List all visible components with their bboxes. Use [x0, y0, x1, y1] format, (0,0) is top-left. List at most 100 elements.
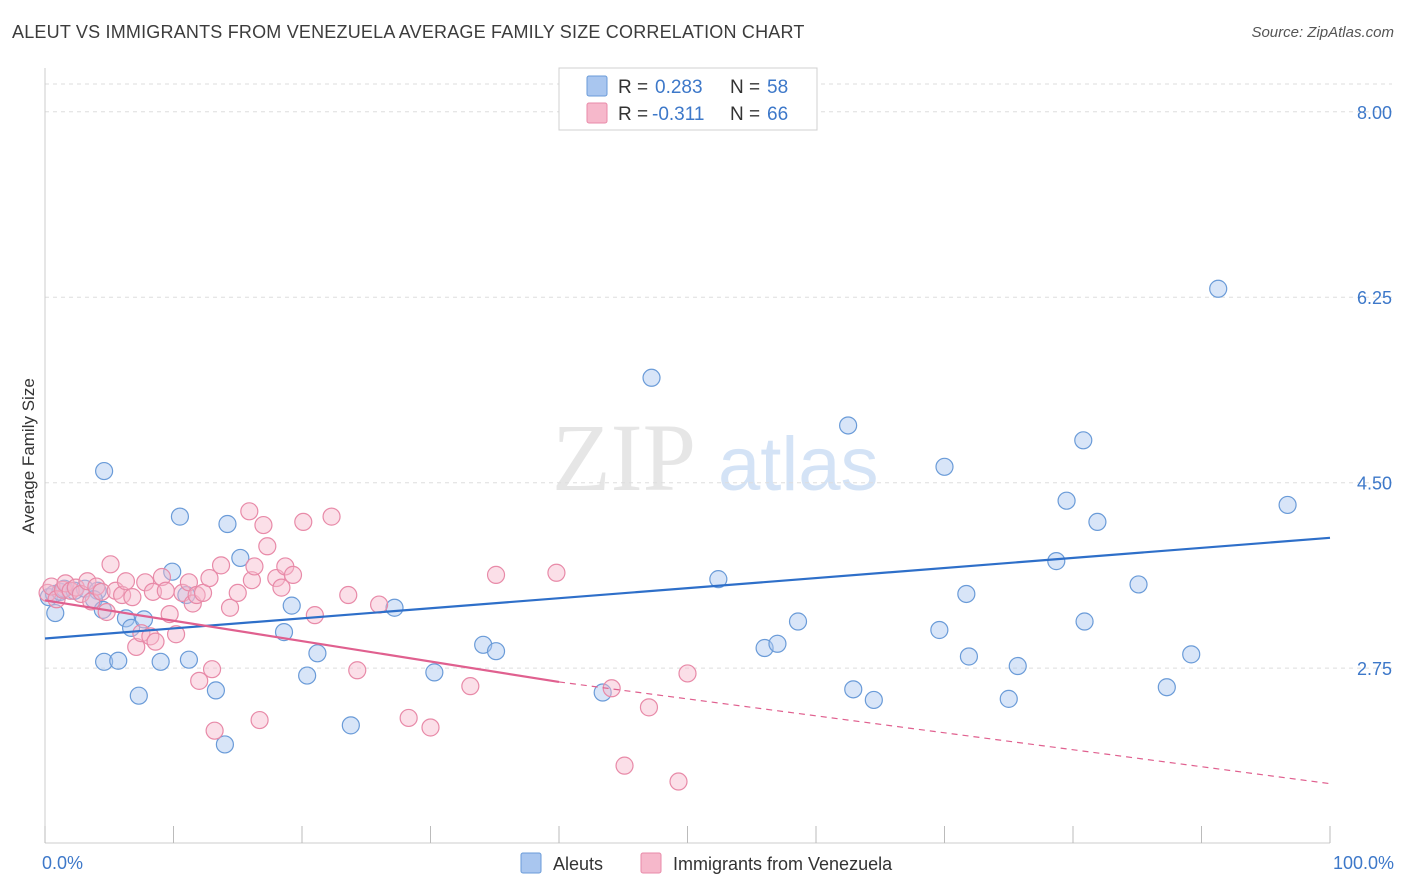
venezuela-point [283, 565, 303, 584]
venezuela-point [166, 625, 186, 644]
legend-r-value: 0.283 [655, 77, 703, 98]
x-tick-label-min: 0.0% [42, 853, 83, 873]
venezuela-point [156, 581, 175, 600]
venezuela-point [220, 598, 240, 617]
aleut-point [129, 686, 148, 705]
data-points [38, 279, 1297, 791]
aleut-point [1075, 612, 1094, 631]
aleut-point [179, 650, 199, 669]
aleut-point [1074, 431, 1093, 450]
aleut-point [1057, 491, 1076, 510]
venezuela-point [669, 772, 688, 791]
aleut-trend-line [44, 536, 1331, 640]
y-tick-label: 8.00 [1357, 103, 1392, 123]
aleut-point [839, 416, 858, 435]
venezuela-point [87, 577, 106, 596]
aleut-point [709, 570, 728, 589]
legend-n-value: 66 [767, 104, 788, 125]
venezuela-point [202, 660, 222, 679]
legend-label-aleuts: Aleuts [553, 854, 603, 874]
aleut-point [1008, 656, 1027, 676]
aleut-point [206, 681, 226, 700]
venezuela-point [240, 502, 259, 521]
venezuela-point [486, 565, 506, 584]
legend-swatch-venezuela [640, 852, 662, 874]
legend-swatch-aleuts [586, 75, 608, 97]
venezuela-trend-line [44, 599, 560, 684]
aleut-point [170, 507, 190, 526]
aleut-point [957, 584, 976, 604]
aleut-point [274, 623, 294, 642]
trend-lines [44, 536, 1331, 785]
venezuela-point [245, 557, 264, 576]
aleut-point [1129, 575, 1148, 594]
aleut-point [109, 651, 128, 670]
aleut-point [1157, 678, 1176, 697]
venezuela-point [143, 582, 163, 601]
aleut-point [298, 666, 317, 685]
aleut-point [864, 690, 883, 710]
venezuela-point [615, 756, 634, 775]
venezuela-point [141, 627, 160, 646]
series-legend: Aleuts Immigrants from Venezuela [520, 852, 893, 874]
aleut-point [95, 652, 114, 671]
aleut-point [46, 603, 65, 623]
legend-swatch-venezuela [586, 102, 608, 124]
legend-n-value: 58 [767, 77, 788, 98]
aleut-point [935, 457, 954, 476]
venezuela-point [678, 664, 697, 683]
aleut-point [151, 652, 170, 671]
venezuela-point [200, 568, 219, 588]
aleut-point [1278, 495, 1297, 515]
aleut-point [1047, 552, 1066, 571]
venezuela-point [242, 571, 261, 590]
venezuela-point [305, 606, 324, 625]
aleut-point [642, 368, 661, 387]
aleut-point [1209, 279, 1228, 298]
y-axis-label: Average Family Size [19, 378, 38, 534]
venezuela-point [272, 578, 291, 597]
aleut-point [959, 647, 979, 666]
legend-r-label: R = [618, 104, 648, 125]
venezuela-point [228, 583, 247, 603]
venezuela-point [92, 582, 111, 601]
x-tick-label-max: 100.0% [1333, 853, 1394, 873]
venezuela-point [190, 671, 209, 690]
legend-n-label: N = [730, 77, 760, 98]
venezuela-point [127, 637, 146, 657]
aleut-point [788, 612, 808, 631]
y-tick-label: 4.50 [1357, 474, 1392, 494]
aleut-point [163, 562, 182, 581]
aleut-point [308, 644, 327, 663]
venezuela-point [639, 698, 659, 717]
aleut-point [215, 735, 234, 754]
venezuela-point [61, 581, 80, 600]
venezuela-point [211, 556, 231, 575]
venezuela-point [116, 572, 136, 591]
venezuela-point [461, 677, 480, 696]
venezuela-point [322, 507, 341, 526]
aleut-point [930, 620, 949, 640]
aleut-point [95, 461, 114, 481]
venezuela-point [399, 708, 418, 728]
legend-r-label: R = [618, 77, 648, 98]
chart-title: ALEUT VS IMMIGRANTS FROM VENEZUELA AVERA… [12, 22, 805, 42]
venezuela-point [152, 567, 172, 587]
watermark-atlas: atlas [718, 422, 879, 507]
venezuela-point [123, 588, 142, 607]
correlation-legend: R = 0.283 N = 58 R = -0.311 N = 66 [558, 67, 818, 131]
venezuela-point [370, 595, 389, 614]
y-tick-label: 2.75 [1357, 659, 1392, 679]
venezuela-point [339, 585, 358, 605]
venezuela-point [348, 661, 367, 680]
aleut-point [768, 634, 787, 653]
venezuela-point [78, 572, 97, 591]
venezuela-point [250, 710, 269, 730]
axes [44, 68, 1331, 844]
legend-label-venezuela: Immigrants from Venezuela [673, 854, 893, 874]
aleut-point [385, 598, 404, 617]
aleut-point [999, 689, 1018, 708]
aleut-point [425, 663, 444, 682]
venezuela-point [136, 573, 155, 592]
